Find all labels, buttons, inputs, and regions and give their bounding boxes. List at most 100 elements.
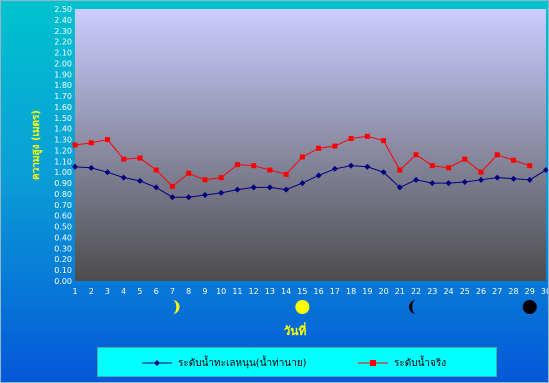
data-point [88, 140, 94, 146]
data-point [364, 133, 370, 139]
data-point [299, 180, 306, 187]
data-point [478, 176, 485, 183]
x-tick-label: 19 [362, 287, 372, 296]
data-point [413, 152, 419, 158]
y-tick-label: 2.50 [54, 5, 72, 14]
data-point [104, 137, 110, 143]
y-tick-label: 1.40 [54, 125, 72, 134]
x-tick-label: 17 [330, 287, 340, 296]
y-tick-label: 1.10 [54, 157, 72, 166]
data-point [250, 184, 257, 191]
moon-phase-row [172, 300, 537, 314]
data-point [446, 165, 452, 171]
x-tick-label: 15 [297, 287, 307, 296]
data-point [332, 143, 338, 149]
y-tick-label: 2.40 [54, 16, 72, 25]
x-tick-label: 21 [395, 287, 405, 296]
data-point [72, 163, 78, 170]
legend: ระดับน้ำทะเลหนุน(น้ำท่านาย) ระดับน้ำจริง [97, 347, 497, 377]
x-tick-label: 27 [492, 287, 502, 296]
x-tick-label: 8 [186, 287, 191, 296]
y-tick-label: 1.90 [54, 70, 72, 79]
x-tick-label: 5 [137, 287, 142, 296]
data-point [267, 167, 273, 173]
data-point [397, 167, 403, 173]
new-moon-moon-icon [522, 300, 537, 314]
data-point [72, 142, 78, 148]
y-tick-label: 2.10 [54, 49, 72, 58]
data-point [413, 176, 420, 183]
data-point [494, 152, 500, 158]
x-tick-label: 2 [89, 287, 94, 296]
y-tick-label: 1.20 [54, 146, 72, 155]
x-tick-label: 16 [314, 287, 324, 296]
data-point [429, 163, 435, 169]
x-tick-label: 9 [202, 287, 207, 296]
data-point [396, 184, 403, 191]
data-point [348, 135, 354, 141]
y-tick-label: 1.80 [54, 81, 72, 90]
data-point [266, 184, 273, 191]
y-tick-label: 0.80 [54, 190, 72, 199]
x-tick-label: 1 [72, 287, 77, 296]
data-point [234, 186, 241, 193]
data-point [169, 194, 176, 201]
data-point [283, 186, 290, 193]
y-tick-label: 0.20 [54, 255, 72, 264]
data-point [299, 154, 305, 160]
x-tick-label: 20 [378, 287, 388, 296]
y-tick-label: 0.90 [54, 179, 72, 188]
x-tick-label: 26 [476, 287, 486, 296]
data-point [445, 180, 452, 187]
x-tick-label: 11 [232, 287, 242, 296]
legend-item-predicted: ระดับน้ำทะเลหนุน(น้ำท่านาย) [142, 348, 307, 378]
series-layer [72, 133, 548, 201]
x-tick-label: 28 [508, 287, 518, 296]
y-axis-label: ความสูง (เมตร) [31, 110, 43, 180]
data-point [251, 163, 257, 169]
x-axis-ticks: 1 2 3 4 5 6 7 8 9 10 11 12 13 14 15 16 17 18 19 20 21 22 23 24 2… [72, 287, 549, 296]
data-point [137, 155, 143, 161]
legend-item-actual: ระดับน้ำจริง [358, 348, 446, 378]
last-quarter-moon-icon [409, 300, 417, 314]
y-tick-label: 0.50 [54, 223, 72, 232]
data-point [186, 170, 192, 176]
x-tick-label: 30 [541, 287, 549, 296]
y-tick-label: 1.50 [54, 114, 72, 123]
data-point [461, 178, 468, 185]
y-tick-label: 0.30 [54, 244, 72, 253]
data-point [120, 174, 127, 181]
x-tick-label: 23 [427, 287, 437, 296]
y-tick-label: 0.60 [54, 212, 72, 221]
data-point [543, 167, 548, 174]
data-point [201, 192, 208, 199]
data-point [462, 156, 468, 162]
data-point [218, 189, 225, 196]
data-point [234, 162, 240, 168]
data-point [429, 180, 436, 187]
y-tick-label: 0.70 [54, 201, 72, 210]
y-tick-label: 2.20 [54, 38, 72, 47]
x-tick-label: 6 [154, 287, 159, 296]
data-point [283, 171, 289, 177]
data-point [364, 163, 371, 170]
data-point [348, 162, 355, 169]
series-line-0 [74, 165, 547, 198]
y-tick-label: 0.10 [54, 266, 72, 275]
crescent-shape [172, 300, 180, 314]
y-tick-label: 1.70 [54, 92, 72, 101]
data-point [478, 169, 484, 175]
plot-area [75, 9, 546, 281]
x-tick-label: 4 [121, 287, 126, 296]
data-point [380, 169, 387, 176]
x-tick-label: 12 [249, 287, 259, 296]
data-point [136, 177, 143, 184]
first-quarter-moon-icon [172, 300, 180, 314]
data-point [511, 157, 517, 163]
y-tick-label: 2.30 [54, 27, 72, 36]
data-point [315, 172, 322, 179]
data-point [104, 169, 111, 176]
legend-label-predicted: ระดับน้ำทะเลหนุน(น้ำท่านาย) [178, 357, 307, 369]
